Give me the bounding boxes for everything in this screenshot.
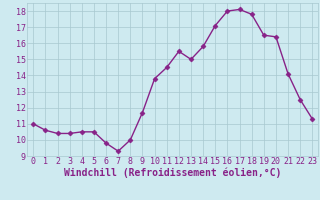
X-axis label: Windchill (Refroidissement éolien,°C): Windchill (Refroidissement éolien,°C)	[64, 168, 282, 178]
